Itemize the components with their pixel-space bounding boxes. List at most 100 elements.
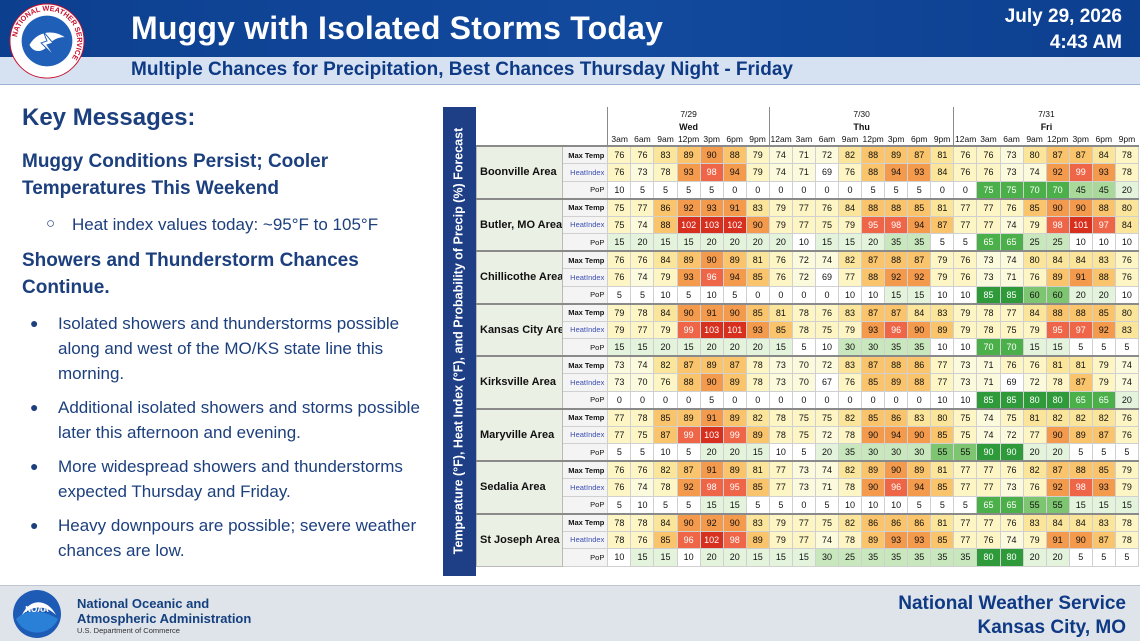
time-label: 9pm	[1115, 133, 1139, 146]
forecast-cell: 80	[1114, 197, 1140, 217]
forecast-cell: 77	[976, 460, 1001, 479]
forecast-cell: 80	[1022, 250, 1047, 269]
forecast-cell: 67	[814, 373, 840, 392]
forecast-cell: 94	[884, 425, 909, 444]
heat-index-row: HeatIndex 78 76 85 96 102 98 89 79 77 74 78 89 93 93 85…	[477, 530, 1140, 549]
forecast-cell: 20	[1091, 285, 1116, 304]
time-label: 3am	[792, 133, 816, 146]
forecast-cell: 35	[953, 548, 978, 567]
forecast-cell: 95	[861, 215, 886, 234]
forecast-cell: 103	[699, 215, 724, 234]
forecast-cell: 94	[884, 163, 909, 182]
forecast-cell: 15	[1068, 495, 1093, 514]
key-messages: Key Messages: Muggy Conditions Persist; …	[22, 104, 440, 572]
sub-bullet: ○ Heat index values today: ~95°F to 105°…	[46, 215, 440, 235]
forecast-cell: 5	[676, 495, 701, 514]
forecast-cell: 77	[953, 215, 978, 234]
forecast-cell: 78	[630, 407, 655, 427]
forecast-cell: 90	[861, 478, 886, 497]
forecast-cell: 85	[1091, 460, 1116, 479]
forecast-cell: 55	[1022, 495, 1047, 514]
forecast-cell: 94	[722, 163, 747, 182]
forecast-cell: 15	[884, 285, 909, 304]
forecast-cell: 76	[1114, 425, 1140, 444]
day-name-label: Thu	[768, 120, 954, 133]
max-temp-label: Max Temp	[562, 460, 609, 479]
forecast-cell: 79	[930, 268, 955, 287]
forecast-table-wrap: 7/29 7/30 7/31 Wed Thu Fri 3am 6am 9am 12pm 3pm 6pm…	[475, 107, 1140, 576]
forecast-cell: 90	[699, 145, 724, 164]
forecast-cell: 35	[884, 233, 909, 252]
forecast-cell: 87	[930, 215, 955, 234]
forecast-cell: 20	[745, 338, 770, 357]
heat-index-row: HeatIndex 76 73 78 93 98 94 79 74 71 69 76 88 94 93 84 7…	[477, 163, 1140, 182]
forecast-cell: 55	[930, 443, 955, 462]
forecast-cell: 10	[791, 233, 816, 252]
forecast-cell: 79	[838, 320, 863, 339]
forecast-cell: 78	[838, 530, 863, 549]
forecast-cell: 74	[999, 250, 1024, 269]
forecast-cell: 84	[653, 250, 678, 269]
nws-logo: NATIONAL WEATHER SERVICE	[9, 3, 85, 79]
forecast-cell: 5	[907, 180, 932, 199]
forecast-cell: 20	[653, 338, 678, 357]
bullet-item: ● More widespread showers and thunderstor…	[22, 454, 440, 504]
forecast-cell: 74	[630, 478, 655, 497]
forecast-cell: 73	[999, 478, 1024, 497]
forecast-cell: 10	[1114, 285, 1140, 304]
forecast-cell: 78	[653, 163, 678, 182]
forecast-cell: 77	[630, 197, 655, 217]
forecast-cell: 70	[1022, 180, 1047, 199]
forecast-cell: 76	[976, 145, 1001, 164]
forecast-cell: 87	[722, 355, 747, 374]
forecast-cell: 25	[838, 548, 863, 567]
forecast-cell: 0	[745, 180, 770, 199]
heat-index-label: HeatIndex	[562, 215, 609, 234]
forecast-cell: 35	[861, 548, 886, 567]
forecast-cell: 20	[722, 233, 747, 252]
forecast-cell: 5	[791, 338, 816, 357]
forecast-cell: 72	[814, 425, 840, 444]
issue-date: July 29, 2026	[1004, 6, 1122, 27]
pop-label: PoP	[562, 548, 609, 567]
forecast-cell: 78	[768, 425, 793, 444]
forecast-cell: 77	[953, 530, 978, 549]
forecast-cell: 0	[907, 390, 932, 409]
forecast-cell: 5	[1091, 338, 1116, 357]
forecast-cell: 5	[1091, 548, 1116, 567]
forecast-cell: 85	[930, 478, 955, 497]
forecast-cell: 76	[838, 373, 863, 392]
forecast-cell: 73	[607, 373, 632, 392]
time-label: 12am	[768, 133, 793, 146]
pop-row: PoP 0 0 0 0 5 0 0 0 0 0 0 0 0 0 10 10 85 85 80 80 65 65 20	[477, 390, 1140, 409]
forecast-cell: 73	[791, 478, 816, 497]
forecast-cell: 90	[699, 373, 724, 392]
forecast-cell: 86	[884, 512, 909, 532]
forecast-cell: 102	[722, 215, 747, 234]
forecast-cell: 10	[930, 390, 955, 409]
heat-index-label: HeatIndex	[562, 163, 609, 182]
forecast-cell: 76	[838, 163, 863, 182]
circle-bullet-icon: ○	[46, 215, 56, 232]
forecast-cell: 69	[814, 268, 840, 287]
forecast-cell: 0	[930, 180, 955, 199]
forecast-cell: 5	[1114, 443, 1140, 462]
max-temp-label: Max Temp	[562, 302, 609, 322]
forecast-cell: 79	[930, 250, 955, 269]
blank-cell	[562, 133, 608, 146]
forecast-cell: 101	[1068, 215, 1093, 234]
forecast-cell: 87	[861, 250, 886, 269]
time-header-row: 3am 6am 9am 12pm 3pm 6pm 9pm 12am 3am 6am 9am 12pm 3…	[476, 133, 1139, 146]
forecast-cell: 5	[1068, 338, 1093, 357]
bullet-item: ● Heavy downpours are possible; severe we…	[22, 513, 440, 563]
forecast-cell: 80	[976, 548, 1001, 567]
forecast-cell: 75	[976, 180, 1001, 199]
table-side-label: Temperature (°F), Heat Index (°F), and P…	[451, 127, 466, 555]
forecast-cell: 87	[676, 460, 701, 479]
forecast-cell: 5	[630, 443, 655, 462]
forecast-cell: 79	[1022, 215, 1047, 234]
pop-row: PoP 15 15 20 15 20 20 20 15 5 10 30 30 35 35 10 10 70 70 15…	[477, 338, 1140, 357]
forecast-cell: 79	[653, 320, 678, 339]
forecast-cell: 94	[907, 478, 932, 497]
forecast-cell: 82	[1022, 460, 1047, 479]
